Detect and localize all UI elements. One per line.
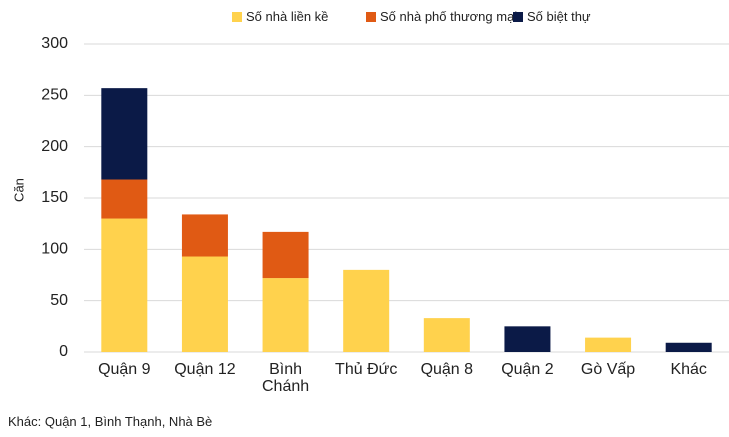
bar-segment xyxy=(101,88,148,180)
y-tick-label: 150 xyxy=(41,189,68,206)
y-tick-label: 200 xyxy=(41,138,68,155)
y-tick-label: 300 xyxy=(41,35,68,52)
y-axis-label: Căn xyxy=(11,178,26,202)
x-tick-label: Gò Vấp xyxy=(580,361,636,378)
bar-segment xyxy=(423,318,470,352)
x-tick-label: Thủ Đức xyxy=(335,361,398,378)
bar-segment xyxy=(101,218,148,352)
footnote: Khác: Quận 1, Bình Thạnh, Nhà Bè xyxy=(8,414,213,429)
y-tick-label: 50 xyxy=(50,292,68,309)
legend-label: Số nhà phố thương mại xyxy=(380,9,518,24)
x-tick-label: Quận 12 xyxy=(174,361,236,378)
x-tick-label: Quận 8 xyxy=(420,361,474,378)
legend-label: Số biệt thự xyxy=(527,9,591,24)
bar-segment xyxy=(181,214,228,257)
legend-item: Số nhà phố thương mại xyxy=(366,9,517,24)
bar-segment xyxy=(181,256,228,352)
legend-swatch xyxy=(232,11,242,22)
legend-item: Số nhà liền kề xyxy=(232,9,328,24)
x-tick-label: Quận 9 xyxy=(98,361,151,378)
bar-segment xyxy=(504,326,551,352)
x-tick-label: Quận 2 xyxy=(501,361,554,378)
bar-segment xyxy=(101,179,148,219)
y-tick-label: 0 xyxy=(59,343,68,360)
bar-segment xyxy=(262,231,309,279)
legend-swatch xyxy=(513,11,523,22)
bar-segment xyxy=(262,278,309,352)
x-tick-label: Khác xyxy=(670,361,707,378)
bar-segment xyxy=(343,269,390,352)
x-tick-label: Bình Chánh xyxy=(261,361,310,395)
bar-segment xyxy=(665,342,712,352)
y-tick-label: 100 xyxy=(41,241,68,258)
y-tick-label: 250 xyxy=(41,87,68,104)
legend-label: Số nhà liền kề xyxy=(246,9,329,24)
legend-item: Số biệt thự xyxy=(513,9,591,24)
legend-swatch xyxy=(366,11,376,22)
bar-segment xyxy=(585,337,632,352)
